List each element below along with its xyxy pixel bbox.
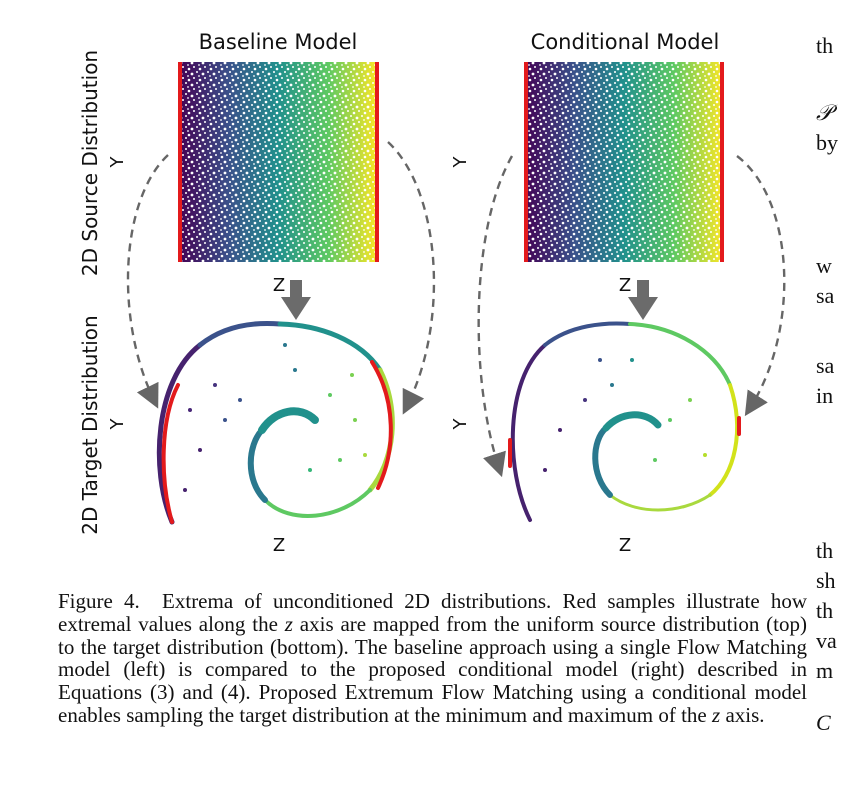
panel-title-baseline: Baseline Model: [199, 30, 358, 54]
right-column-fragment: sa: [816, 353, 835, 378]
source-scatter-conditional: [524, 62, 724, 262]
target-spiral-baseline: [156, 320, 395, 525]
right-column-fragment: 𝒫: [816, 100, 832, 125]
dashed-arrow-icon: [477, 155, 514, 478]
right-column-fragment: sa: [816, 283, 835, 308]
right-column-fragment: sh: [816, 568, 836, 593]
dashed-arrow-icon: [387, 141, 436, 415]
panel-title-conditional: Conditional Model: [531, 30, 720, 54]
right-column-fragment: va: [816, 628, 837, 653]
right-column-fragment: th: [816, 538, 834, 563]
z-label-source-right: Z: [619, 275, 631, 296]
caption-var-z: z: [712, 702, 721, 727]
y-label-target-right: Y: [450, 418, 471, 431]
caption-text-3: axis.: [725, 702, 765, 727]
dashed-arrow-icon: [736, 155, 786, 417]
right-column-fragment: m: [816, 658, 834, 683]
right-column-fragment: th: [816, 598, 834, 623]
caption-text-2: axis are mapped from the uniform source …: [58, 611, 808, 727]
row-label-target: 2D Target Distribution: [78, 315, 102, 534]
right-column-fragment: by: [816, 130, 838, 155]
right-column-fragment: th: [816, 33, 834, 58]
right-column-fragment: w: [816, 253, 832, 278]
target-spiral-conditional: [508, 321, 741, 522]
caption-label: Figure 4.: [58, 589, 140, 613]
z-label-target-left: Z: [273, 535, 285, 556]
row-label-source: 2D Source Distribution: [78, 50, 102, 276]
y-label-source-left: Y: [107, 156, 128, 169]
dashed-arrow-icon: [126, 154, 169, 409]
z-label-source-left: Z: [273, 275, 285, 296]
scatter-outliers: [183, 343, 367, 492]
caption-var-z: z: [284, 611, 293, 636]
scatter-outliers: [543, 358, 707, 472]
z-label-target-right: Z: [619, 535, 631, 556]
down-arrow-icon: [628, 280, 658, 320]
figure-4: Baseline Model Conditional Model 2D Sour…: [78, 30, 786, 556]
right-column-fragment: in: [816, 383, 834, 408]
caption-text-1: Extrema of unconditioned 2D distribution…: [58, 589, 808, 636]
down-arrow-icon: [281, 280, 311, 320]
y-label-target-left: Y: [107, 418, 128, 431]
y-label-source-right: Y: [450, 156, 471, 169]
right-column-fragment: C: [816, 710, 831, 735]
source-scatter-baseline: [178, 62, 379, 262]
figure-caption: Figure 4. Extrema of unconditioned 2D di…: [58, 590, 807, 727]
